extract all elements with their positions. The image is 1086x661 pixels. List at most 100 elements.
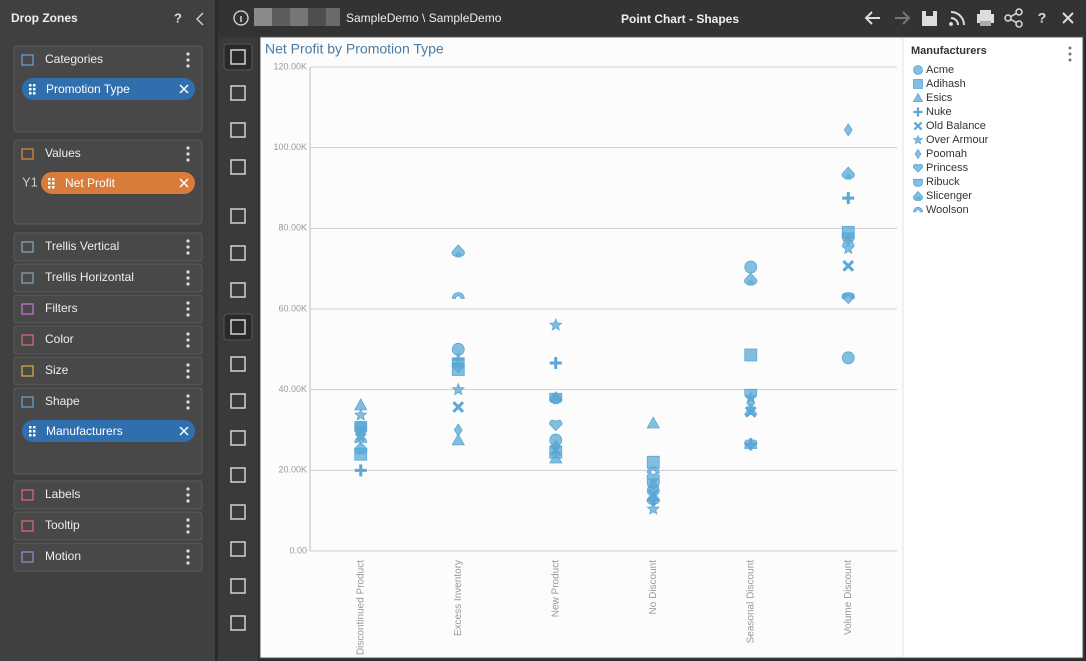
point	[841, 241, 856, 255]
close-button[interactable]	[1062, 12, 1074, 24]
zone-menu[interactable]	[186, 406, 190, 410]
legend-label[interactable]: Adihash	[926, 78, 966, 90]
point	[549, 394, 563, 402]
drop-zone[interactable]	[13, 325, 203, 355]
zone-menu[interactable]	[186, 239, 190, 243]
feed-button[interactable]	[949, 11, 965, 26]
chip-remove[interactable]	[179, 178, 189, 188]
drop-zone[interactable]	[13, 480, 203, 510]
x-tick-label: New Product	[550, 560, 561, 617]
zone-label: Values	[45, 146, 81, 160]
panel-title: Drop Zones	[11, 11, 78, 25]
drop-zone[interactable]	[13, 263, 203, 293]
forward-button[interactable]	[895, 11, 911, 25]
legend-label[interactable]: Princess	[926, 162, 969, 174]
legend-label[interactable]: Ribuck	[926, 176, 960, 188]
zone-menu[interactable]	[186, 251, 190, 255]
field-chip[interactable]	[22, 420, 195, 442]
zone-menu[interactable]	[186, 64, 190, 68]
zone-menu[interactable]	[186, 394, 190, 398]
legend-icon	[913, 65, 923, 75]
zone-menu[interactable]	[186, 549, 190, 553]
zone-label: Shape	[45, 394, 80, 408]
legend-label[interactable]: Over Armour	[926, 134, 989, 146]
zone-menu[interactable]	[186, 245, 190, 249]
zone-menu[interactable]	[186, 301, 190, 305]
zone-menu[interactable]	[186, 270, 190, 274]
point	[549, 419, 563, 432]
print-button[interactable]	[977, 14, 994, 23]
zone-menu[interactable]	[186, 282, 190, 286]
zone-menu[interactable]	[186, 344, 190, 348]
drop-zone[interactable]	[13, 511, 203, 541]
legend-label[interactable]: Slicenger	[926, 190, 972, 202]
zone-menu[interactable]	[186, 363, 190, 367]
legend-title: Manufacturers	[911, 45, 987, 57]
chip-grip	[33, 426, 36, 429]
tool-icon	[230, 159, 246, 175]
legend-menu[interactable]	[1068, 58, 1072, 62]
x-tick-label: No Discount	[648, 560, 659, 615]
top-bar	[218, 0, 1086, 37]
legend-label[interactable]: Poomah	[926, 148, 967, 160]
zone-menu[interactable]	[186, 276, 190, 280]
collapse-button[interactable]	[195, 12, 204, 26]
zone-menu[interactable]	[186, 338, 190, 342]
chart-title: Net Profit by Promotion Type	[265, 41, 444, 57]
zone-menu[interactable]	[186, 369, 190, 373]
legend-icon	[913, 178, 923, 187]
zone-menu[interactable]	[186, 313, 190, 317]
zone-menu[interactable]	[186, 307, 190, 311]
zone-menu[interactable]	[186, 146, 190, 150]
save-glyph	[926, 11, 933, 16]
zone-menu[interactable]	[186, 530, 190, 534]
zone-menu[interactable]	[186, 158, 190, 162]
zone-menu[interactable]	[186, 400, 190, 404]
zone-menu[interactable]	[186, 493, 190, 497]
legend-label[interactable]: Old Balance	[926, 120, 986, 132]
tool-icon	[230, 122, 246, 138]
legend-menu[interactable]	[1068, 52, 1072, 56]
zone-menu[interactable]	[186, 375, 190, 379]
drop-zone[interactable]	[13, 542, 203, 572]
point	[353, 408, 368, 421]
zone-icon	[21, 241, 34, 253]
chip-label: Promotion Type	[46, 82, 130, 96]
zone-menu[interactable]	[186, 58, 190, 62]
legend-label[interactable]: Nuke	[926, 106, 952, 118]
zone-menu[interactable]	[186, 487, 190, 491]
zone-menu[interactable]	[186, 555, 190, 559]
drop-zone[interactable]	[13, 232, 203, 262]
tool-button[interactable]	[223, 313, 253, 341]
legend-label[interactable]: Woolson	[926, 204, 969, 216]
info-icon[interactable]	[233, 10, 249, 26]
field-chip[interactable]	[22, 78, 195, 100]
zone-menu[interactable]	[186, 524, 190, 528]
save-button[interactable]	[922, 11, 937, 26]
point	[744, 388, 758, 400]
chip-remove[interactable]	[179, 426, 189, 436]
legend-label[interactable]: Acme	[926, 64, 954, 76]
zone-icon	[21, 54, 34, 66]
zone-menu[interactable]	[186, 152, 190, 156]
zone-icon	[21, 396, 34, 408]
legend-label[interactable]: Esics	[926, 92, 953, 104]
drop-zone[interactable]	[13, 356, 203, 386]
tool-button[interactable]	[223, 43, 253, 71]
zone-menu[interactable]	[186, 332, 190, 336]
help-button[interactable]: ?	[1038, 10, 1047, 26]
point	[744, 260, 758, 274]
legend-icon	[913, 121, 923, 131]
chip-remove[interactable]	[179, 84, 189, 94]
field-chip[interactable]	[41, 172, 195, 194]
zone-menu[interactable]	[186, 561, 190, 565]
zone-menu[interactable]	[186, 518, 190, 522]
drop-zone[interactable]	[13, 294, 203, 324]
legend-menu[interactable]	[1068, 46, 1072, 50]
zone-menu[interactable]	[186, 52, 190, 56]
tool-icon	[230, 541, 246, 557]
help-button[interactable]: ?	[174, 10, 182, 25]
back-button[interactable]	[864, 11, 880, 25]
tool-icon	[230, 319, 246, 335]
zone-menu[interactable]	[186, 499, 190, 503]
